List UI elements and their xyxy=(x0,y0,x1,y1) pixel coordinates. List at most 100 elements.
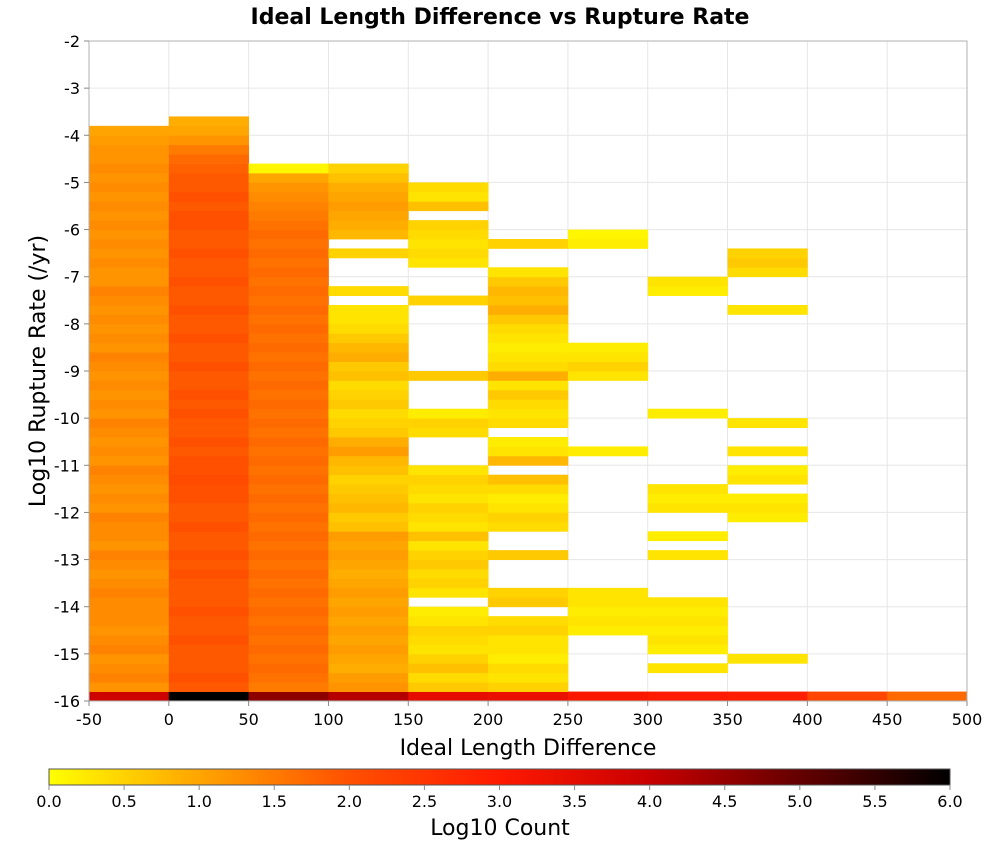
heatmap-cell xyxy=(647,644,728,655)
y-tick-label: -11 xyxy=(54,456,80,475)
heatmap-cell xyxy=(89,323,170,334)
heatmap-cell xyxy=(168,606,250,617)
heatmap-cell xyxy=(248,408,329,419)
heatmap-cell xyxy=(408,587,489,598)
heatmap-cell xyxy=(168,663,250,674)
colorbar-tick-label: 1.5 xyxy=(262,792,287,811)
heatmap-cell xyxy=(168,682,250,692)
heatmap-cell xyxy=(488,691,569,702)
heatmap-cell xyxy=(567,606,649,617)
heatmap-cell xyxy=(168,305,250,315)
heatmap-cell xyxy=(488,267,569,278)
heatmap-cell xyxy=(488,503,569,513)
heatmap-cell xyxy=(248,587,329,598)
heatmap-cell xyxy=(248,342,329,353)
y-tick-label: -7 xyxy=(64,268,80,287)
heatmap-cell xyxy=(408,493,489,504)
heatmap-cell xyxy=(168,597,250,608)
heatmap-cell xyxy=(89,503,170,513)
heatmap-cell xyxy=(248,484,329,494)
heatmap-cell xyxy=(168,437,250,447)
heatmap-cell xyxy=(168,503,250,513)
heatmap-cell xyxy=(647,597,728,608)
heatmap-cell xyxy=(488,276,569,287)
heatmap-cell xyxy=(89,550,170,560)
heatmap-cell xyxy=(89,371,170,381)
heatmap-cell xyxy=(328,625,409,636)
heatmap-cell xyxy=(328,474,409,485)
heatmap-cell xyxy=(408,295,489,306)
y-axis-label: Log10 Rupture Rate (/yr) xyxy=(26,235,51,507)
colorbar-tick-label: 0.0 xyxy=(36,792,61,811)
colorbar-label: Log10 Count xyxy=(430,816,570,841)
heatmap-cell xyxy=(168,210,250,221)
colorbar-ticks: 0.0 0.5 1.0 1.5 2.0 2.5 3.0 3.5 4.0 4.5 5.0 5.5 6.0 xyxy=(36,785,963,811)
x-tick-label: 50 xyxy=(238,710,258,729)
heatmap-cell xyxy=(408,512,489,523)
heatmap-cell xyxy=(89,342,170,353)
heatmap-cell xyxy=(567,239,649,249)
heatmap-cell xyxy=(248,465,329,476)
heatmap-cell xyxy=(89,606,170,617)
heatmap-cell xyxy=(248,672,329,683)
heatmap-cell xyxy=(89,173,170,183)
heatmap-cell xyxy=(328,569,409,579)
heatmap-cell xyxy=(248,248,329,259)
heatmap-cell xyxy=(328,248,409,259)
heatmap-cell xyxy=(168,616,250,626)
heatmap-cell xyxy=(408,569,489,579)
y-tick-label: -3 xyxy=(64,79,80,98)
heatmap-cell xyxy=(168,220,250,230)
heatmap-cell xyxy=(168,408,250,419)
heatmap-cell xyxy=(328,465,409,476)
heatmap-cell xyxy=(328,191,409,202)
heatmap-cell xyxy=(488,333,569,344)
x-tick-label: 250 xyxy=(553,710,584,729)
heatmap-cell xyxy=(328,437,409,447)
heatmap-cell xyxy=(248,427,329,438)
heatmap-cell xyxy=(328,229,409,240)
y-tick-label: -2 xyxy=(64,32,80,51)
heatmap-cell xyxy=(248,653,329,664)
heatmap-cell xyxy=(328,163,409,174)
heatmap-cell xyxy=(168,653,250,664)
heatmap-cell xyxy=(248,286,329,296)
colorbar xyxy=(48,768,951,786)
heatmap-cell xyxy=(89,305,170,315)
heatmap-cell xyxy=(408,672,489,683)
heatmap-cell xyxy=(727,248,808,259)
heatmap-cell xyxy=(328,305,409,315)
heatmap-cell xyxy=(89,333,170,344)
heatmap-cell xyxy=(647,606,728,617)
heatmap-cell xyxy=(328,587,409,598)
heatmap-cell xyxy=(647,531,728,542)
heatmap-cell xyxy=(488,663,569,674)
heatmap-cell xyxy=(727,418,808,428)
heatmap-cell xyxy=(168,380,250,391)
heatmap-cell xyxy=(647,635,728,645)
heatmap-cell xyxy=(408,229,489,240)
heatmap-cell xyxy=(328,323,409,334)
heatmap-cell xyxy=(89,144,170,155)
heatmap-cell xyxy=(488,597,569,608)
heatmap-cell xyxy=(488,399,569,410)
heatmap-cell xyxy=(248,361,329,372)
heatmap-cell xyxy=(168,154,250,164)
heatmap-cell xyxy=(89,418,170,428)
heatmap-cell xyxy=(89,625,170,636)
heatmap-cell xyxy=(89,399,170,410)
heatmap-cell xyxy=(168,521,250,532)
heatmap-cell xyxy=(408,371,489,381)
heatmap-cell xyxy=(488,616,569,626)
heatmap-cell xyxy=(488,305,569,315)
heatmap-cell xyxy=(488,323,569,334)
heatmap-cell xyxy=(89,201,170,212)
y-tick-label: -10 xyxy=(54,409,80,428)
heatmap-cell xyxy=(89,154,170,164)
heatmap-cell xyxy=(488,625,569,636)
heatmap-cell xyxy=(248,201,329,212)
heatmap-cell xyxy=(168,257,250,268)
chart-title: Ideal Length Difference vs Rupture Rate xyxy=(251,5,750,30)
heatmap-cell xyxy=(89,587,170,598)
heatmap-cell xyxy=(248,333,329,344)
